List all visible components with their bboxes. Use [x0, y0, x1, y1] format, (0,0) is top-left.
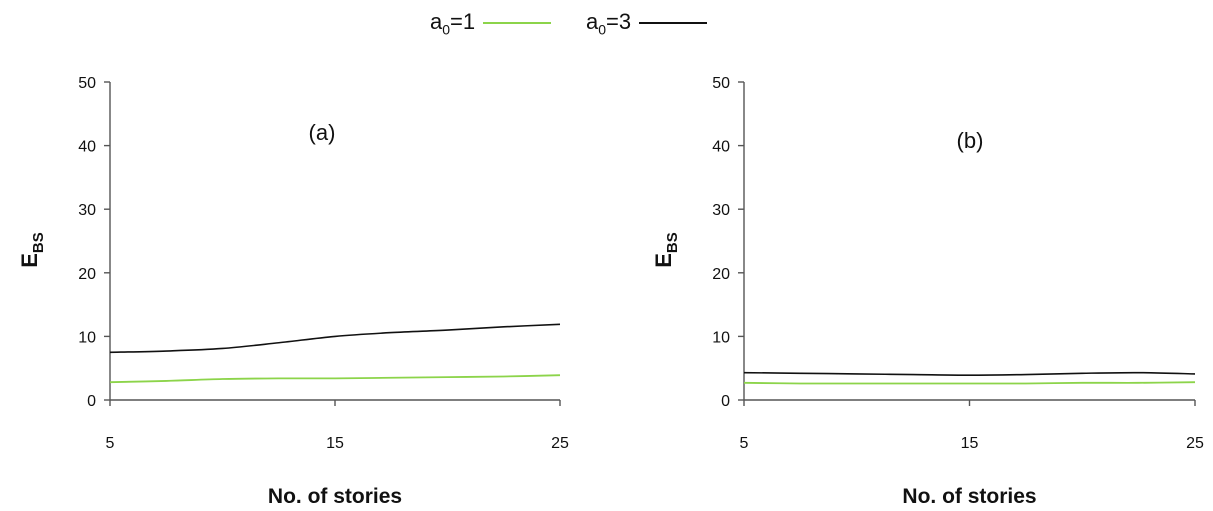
- series-line-a0-1: [743, 381, 1196, 385]
- y-tick-label: 40: [78, 139, 96, 156]
- y-tick-label: 40: [712, 139, 730, 156]
- x-tick-label: 15: [961, 435, 979, 452]
- y-axis-label: EBS: [17, 232, 47, 268]
- y-tick-label: 30: [712, 202, 730, 219]
- legend-item-a0-1: a0=1: [430, 6, 552, 40]
- y-tick-label: 20: [78, 266, 96, 283]
- y-tick-label: 10: [712, 329, 730, 346]
- legend-label-a0-1: a0=1: [430, 8, 476, 38]
- legend: a0=1 a0=3: [0, 6, 1213, 40]
- legend-line-a0-3: [639, 22, 708, 24]
- x-tick-label: 25: [551, 435, 569, 452]
- y-tick-label: 0: [87, 393, 96, 410]
- chart-panel-a: 0 10 20 30 40 50 5 15 25 (a) No. of stories EBS: [17, 75, 569, 508]
- y-tick-label: 20: [712, 266, 730, 283]
- y-tick-label: 30: [78, 202, 96, 219]
- series-line-a0-3: [109, 323, 561, 354]
- x-axis-label: No. of stories: [902, 485, 1036, 508]
- series-line-a0-3: [743, 371, 1196, 376]
- x-tick-label: 25: [1186, 435, 1204, 452]
- panel-label: (b): [957, 128, 984, 153]
- x-tick-label: 5: [106, 435, 115, 452]
- y-axis-label: EBS: [651, 232, 681, 268]
- y-tick-label: 50: [78, 75, 96, 92]
- legend-line-a0-1: [483, 22, 552, 24]
- y-tick-label: 50: [712, 75, 730, 92]
- series-line-a0-1: [109, 374, 561, 384]
- chart-panel-b: 0 10 20 30 40 50 5 15 25 (b) No. of stories EBS: [651, 75, 1204, 508]
- x-tick-label: 5: [740, 435, 749, 452]
- y-tick-label: 0: [721, 393, 730, 410]
- y-tick-label: 10: [78, 329, 96, 346]
- x-tick-label: 15: [326, 435, 344, 452]
- legend-item-a0-3: a0=3: [586, 6, 708, 40]
- x-axis-label: No. of stories: [268, 485, 402, 508]
- legend-label-a0-3: a0=3: [586, 8, 632, 38]
- panel-label: (a): [309, 120, 336, 145]
